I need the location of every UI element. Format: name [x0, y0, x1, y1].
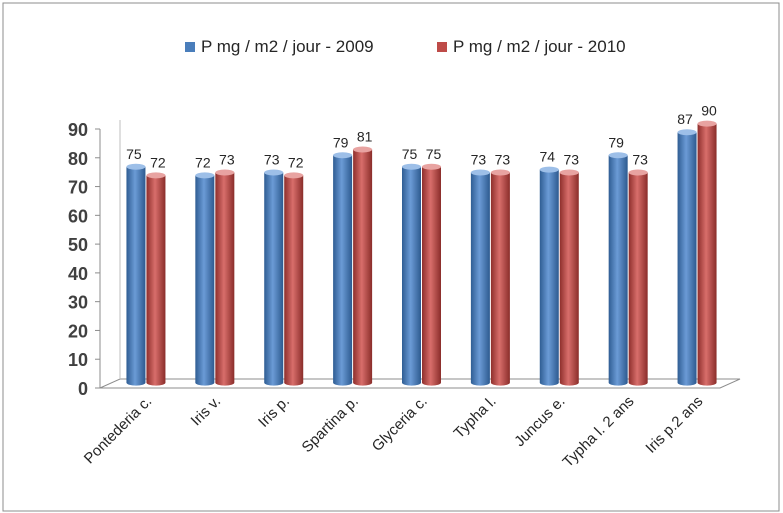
bar-top — [146, 172, 166, 179]
bar-body — [470, 172, 490, 386]
data-label: 73 — [219, 152, 235, 168]
bar-top — [402, 163, 421, 170]
bar-body — [402, 166, 421, 386]
bar-body — [126, 166, 146, 386]
data-label: 73 — [495, 152, 511, 168]
legend-swatch — [185, 42, 195, 52]
bar-body — [215, 172, 235, 386]
bar-top — [422, 163, 441, 170]
bar-top — [628, 169, 648, 176]
legend-swatch — [437, 42, 447, 52]
bar-top — [559, 169, 579, 176]
y-tick-label: 60 — [68, 206, 88, 226]
bar-top — [126, 163, 146, 170]
data-label: 79 — [333, 134, 349, 150]
bar-top — [490, 169, 510, 176]
bar-body — [284, 175, 304, 386]
data-label: 74 — [539, 149, 555, 165]
data-label: 73 — [264, 152, 280, 168]
bar-2009 — [608, 152, 628, 386]
legend-label: P mg / m2 / jour - 2009 — [201, 37, 374, 56]
bar-2009 — [195, 172, 215, 386]
bar-2009 — [126, 163, 146, 386]
bar-body — [353, 149, 373, 386]
bar-top — [697, 120, 717, 127]
bar-top — [333, 152, 353, 159]
data-label: 72 — [288, 154, 304, 170]
y-tick-label: 90 — [68, 120, 88, 140]
bar-2010 — [353, 146, 373, 386]
bar-body — [264, 172, 284, 386]
legend: P mg / m2 / jour - 2009 P mg / m2 / jour … — [185, 37, 626, 56]
bar-2010 — [146, 172, 166, 386]
bar-2009 — [470, 169, 490, 386]
y-tick-label: 70 — [68, 178, 88, 198]
legend-label: P mg / m2 / jour - 2010 — [453, 37, 626, 56]
bar-2009 — [402, 163, 421, 386]
bar-body — [195, 175, 215, 386]
bar-top — [353, 146, 373, 153]
bar-2009 — [264, 169, 284, 386]
bar-body — [628, 172, 648, 386]
y-tick-label: 80 — [68, 149, 88, 169]
data-label: 72 — [150, 154, 166, 170]
bar-group — [126, 120, 717, 386]
data-label: 75 — [126, 146, 142, 162]
bar-body — [677, 132, 697, 386]
y-tick-label: 10 — [68, 350, 88, 370]
bar-top — [539, 166, 559, 173]
bar-top — [195, 172, 215, 179]
data-label: 75 — [402, 146, 418, 162]
bar-top — [677, 129, 697, 136]
bar-body — [559, 172, 579, 386]
bar-2010 — [284, 172, 304, 386]
bar-body — [490, 172, 510, 386]
bar-2010 — [628, 169, 648, 386]
y-tick-label: 40 — [68, 264, 88, 284]
bar-2009 — [677, 129, 697, 386]
data-labels: 75 72 72 73 73 72 79 81 75 75 73 73 74 73 79 73 87 90 — [126, 103, 717, 171]
y-tick-label: 50 — [68, 235, 88, 255]
bar-2010 — [697, 120, 717, 386]
data-label: 79 — [608, 134, 624, 150]
bar-body — [333, 155, 353, 386]
bar-2010 — [215, 169, 235, 386]
bar-2009 — [333, 152, 353, 386]
y-axis: 0 10 20 30 40 50 60 70 80 90 — [68, 120, 720, 399]
y-tick-label: 0 — [78, 379, 88, 399]
bar-2010 — [490, 169, 510, 386]
bar-2010 — [559, 169, 579, 386]
data-label: 73 — [563, 152, 579, 168]
data-label: 73 — [471, 152, 487, 168]
bar-top — [284, 172, 304, 179]
data-label: 90 — [701, 103, 717, 119]
bar-top — [608, 152, 628, 159]
bar-body — [422, 166, 441, 386]
bar-body — [608, 155, 628, 386]
data-label: 87 — [677, 111, 693, 127]
data-label: 72 — [195, 154, 211, 170]
data-label: 75 — [426, 146, 442, 162]
bar-body — [697, 123, 717, 386]
bar-2009 — [539, 166, 559, 386]
bar-top — [264, 169, 284, 176]
bar-top — [215, 169, 235, 176]
y-tick-label: 20 — [68, 321, 88, 341]
bar-body — [539, 169, 559, 386]
data-label: 73 — [632, 152, 648, 168]
bar-body — [146, 175, 166, 386]
data-label: 81 — [357, 129, 373, 145]
y-tick-label: 30 — [68, 293, 88, 313]
bar-top — [470, 169, 490, 176]
bar-2010 — [422, 163, 441, 386]
